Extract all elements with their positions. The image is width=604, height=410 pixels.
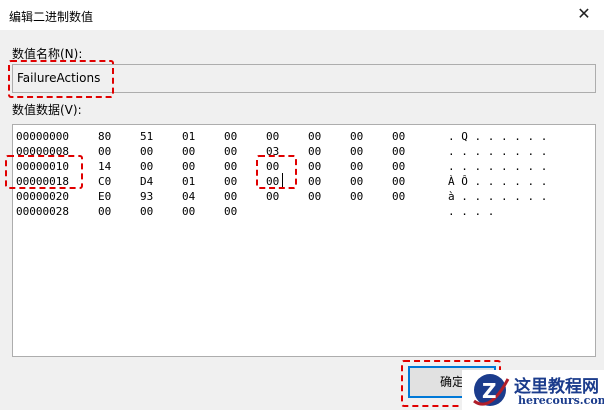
hex-byte: 00 [98, 205, 112, 218]
hex-byte: 00 [182, 160, 196, 173]
hex-byte: 00 [392, 160, 406, 173]
hex-byte: 01 [182, 130, 196, 143]
highlight-name [8, 60, 114, 98]
hex-ascii: . . . . . . . . [448, 145, 548, 158]
hex-address: 00000008 [16, 145, 69, 158]
hex-address: 00000020 [16, 190, 69, 203]
watermark-title: 这里教程网 [514, 377, 599, 397]
highlight-addresses [5, 155, 83, 189]
hex-byte: 00 [224, 190, 238, 203]
hex-ascii: . Q . . . . . . [448, 130, 548, 143]
hex-ascii: . . . . [448, 205, 495, 218]
hex-byte: 00 [98, 145, 112, 158]
hex-byte: 00 [308, 130, 322, 143]
hex-byte: 00 [140, 145, 154, 158]
hex-byte: 00 [140, 205, 154, 218]
hex-ascii: . . . . . . . . [448, 160, 548, 173]
hex-byte: 00 [224, 175, 238, 188]
svg-text:Z: Z [482, 379, 497, 403]
hex-byte: 00 [224, 205, 238, 218]
hex-byte: 00 [350, 130, 364, 143]
name-label: 数值名称(N): [12, 47, 83, 61]
hex-byte: 14 [98, 160, 112, 173]
hex-byte: 03 [266, 145, 280, 158]
hex-address: 00000028 [16, 205, 69, 218]
watermark-logo-icon: Z [473, 374, 510, 406]
value-data-editor[interactable]: 00000000 80 51 01 00 00 00 00 00. Q . . . . . .0… [12, 124, 596, 357]
hex-byte: 00 [350, 190, 364, 203]
hex-byte: 00 [308, 160, 322, 173]
hex-byte: 00 [308, 190, 322, 203]
hex-byte: D4 [140, 175, 154, 188]
hex-byte: 00 [224, 145, 238, 158]
hex-byte: 00 [140, 160, 154, 173]
hex-byte: 00 [392, 190, 406, 203]
text-cursor [282, 173, 283, 187]
watermark-url: herecours.com [518, 394, 604, 407]
hex-byte: 01 [182, 175, 196, 188]
hex-ascii: À Ô . . . . . . [448, 175, 548, 188]
hex-byte: 00 [308, 175, 322, 188]
hex-address: 00000018 [16, 175, 69, 188]
watermark: Z 这里教程网 herecours.com [462, 370, 604, 410]
hex-byte: 00 [392, 175, 406, 188]
hex-address: 00000000 [16, 130, 69, 143]
hex-byte: 00 [266, 175, 280, 188]
data-label: 数值数据(V): [12, 103, 82, 117]
hex-byte: 00 [266, 160, 280, 173]
hex-byte: 04 [182, 190, 196, 203]
hex-byte: 00 [182, 205, 196, 218]
hex-byte: 00 [224, 160, 238, 173]
hex-byte: 93 [140, 190, 154, 203]
hex-byte: 00 [350, 145, 364, 158]
close-icon[interactable]: ✕ [577, 4, 591, 23]
value-name-field[interactable]: FailureActions [12, 64, 596, 93]
hex-byte: E0 [98, 190, 112, 203]
hex-byte: 80 [98, 130, 112, 143]
hex-byte: 00 [392, 130, 406, 143]
hex-address: 00000010 [16, 160, 69, 173]
value-name: FailureActions [17, 71, 101, 85]
title-bar: 编辑二进制数值 ✕ [0, 0, 604, 30]
hex-byte: 00 [266, 130, 280, 143]
window-title: 编辑二进制数值 [9, 10, 94, 24]
hex-byte: 00 [308, 145, 322, 158]
hex-byte: 00 [182, 145, 196, 158]
hex-byte: 51 [140, 130, 154, 143]
highlight-bytes [256, 155, 297, 189]
hex-byte: 00 [350, 160, 364, 173]
hex-ascii: à . . . . . . . [448, 190, 548, 203]
hex-byte: 00 [266, 190, 280, 203]
hex-byte: 00 [392, 145, 406, 158]
hex-byte: C0 [98, 175, 112, 188]
hex-byte: 00 [224, 130, 238, 143]
hex-byte: 00 [350, 175, 364, 188]
